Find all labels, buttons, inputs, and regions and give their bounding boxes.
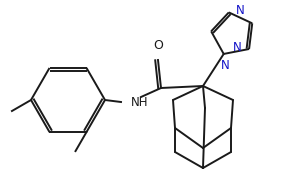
Text: N: N [221,59,230,72]
Text: O: O [153,39,163,52]
Text: NH: NH [131,96,148,108]
Text: N: N [233,41,242,54]
Text: N: N [236,4,244,17]
